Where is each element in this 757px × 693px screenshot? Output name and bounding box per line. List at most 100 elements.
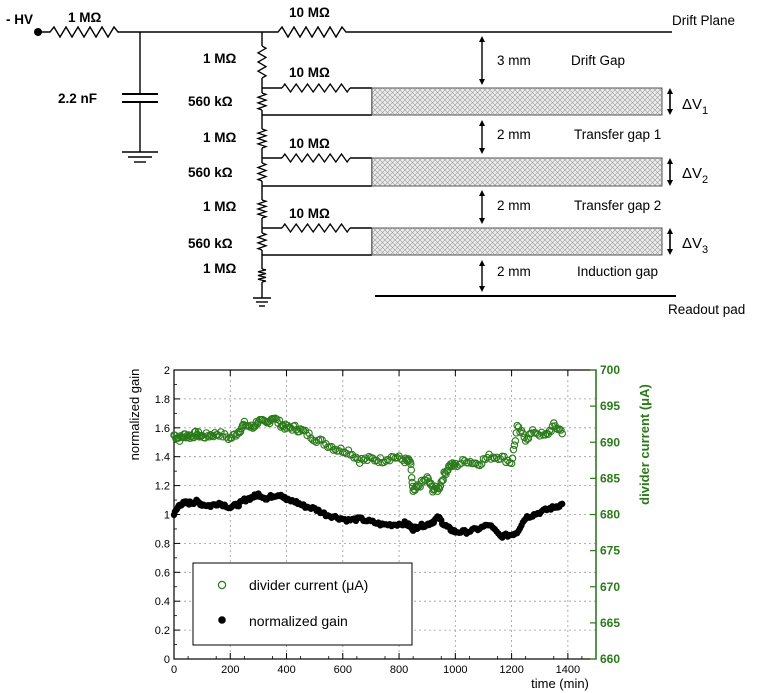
current-point (298, 425, 306, 434)
y-tick-label-left: 0 (164, 654, 170, 666)
current-point (558, 429, 566, 438)
current-point (374, 458, 383, 467)
current-point (557, 426, 565, 434)
gem-resistor (281, 152, 351, 164)
gem-foil (371, 87, 663, 116)
y-tick-label-right: 675 (600, 544, 620, 558)
chain-resistor (255, 199, 269, 219)
gap-name: Induction gap (577, 264, 658, 279)
gap-name: Transfer gap 1 (574, 127, 661, 142)
current-point (460, 457, 469, 465)
y-tick-label-right: 690 (600, 435, 620, 449)
current-point (541, 431, 550, 439)
y-axis-label-left: normalized gain (127, 369, 142, 461)
current-point (449, 461, 458, 469)
gap-name: Transfer gap 2 (574, 198, 661, 213)
gem-foil (371, 227, 663, 256)
divider-chain: 1 MΩ 560 kΩ 1 MΩ 560 kΩ 1 MΩ 560 kΩ 1 MΩ (188, 32, 271, 307)
current-point (414, 481, 422, 489)
gem-foil (371, 157, 663, 187)
current-point (509, 445, 518, 454)
dv-label: ΔV3 (682, 235, 708, 256)
current-point (359, 456, 368, 464)
current-point (412, 482, 420, 491)
current-point (417, 476, 426, 485)
current-point (382, 457, 390, 465)
gain-current-chart: 0 200 400 600 800 1000 1200 1400 0 0.2 0.4 0.6 0.8 1 1… (127, 363, 652, 691)
y-tick-label-left: 0.2 (155, 625, 170, 637)
y-tick-label-left: 1 (164, 510, 170, 522)
current-point (354, 455, 362, 463)
y-tick-label-left: 2 (164, 365, 170, 377)
current-point (442, 470, 450, 479)
chain-resistor-label: 1 MΩ (203, 199, 237, 214)
current-point (472, 459, 480, 468)
chain-resistor (257, 268, 267, 283)
y-tick-label-right: 695 (600, 399, 620, 413)
gem-resistor-label: 10 MΩ (289, 65, 330, 80)
chain-resistor-label: 560 kΩ (188, 165, 233, 180)
hv-label: - HV (6, 12, 33, 27)
x-tick-label: 400 (277, 664, 295, 676)
current-point (222, 433, 231, 441)
gem-resistor (281, 222, 351, 234)
current-point (438, 476, 446, 485)
y-tick-label-right: 670 (600, 580, 620, 594)
current-point (477, 460, 486, 468)
input-resistor-label: 1 MΩ (68, 10, 102, 25)
chain-resistor-label: 1 MΩ (203, 261, 237, 276)
current-point (407, 474, 416, 482)
y-tick-label-right: 680 (600, 508, 620, 522)
current-point (519, 429, 527, 438)
y-tick-label-left: 0.8 (155, 538, 170, 550)
dv-label: ΔV2 (682, 165, 708, 186)
current-point (217, 428, 225, 436)
legend-marker-current (217, 580, 227, 590)
chain-resistor (255, 128, 269, 149)
ground-icon (253, 297, 271, 307)
gem-resistor-label: 10 MΩ (289, 136, 330, 151)
gap-distance: 2 mm (497, 198, 531, 213)
gem-foils: 10 MΩ ΔV1 10 MΩ ΔV2 10 MΩ ΔV3 (262, 65, 708, 256)
current-point (464, 459, 473, 467)
current-point (376, 454, 385, 462)
dv-arrowheads (667, 88, 673, 115)
y-tick-label-left: 1.2 (155, 481, 170, 493)
input-resistor (38, 25, 140, 39)
current-point (230, 430, 239, 438)
y-tick-label-right: 660 (600, 652, 620, 666)
legend-label-gain: normalized gain (249, 613, 348, 629)
ground-icon (122, 151, 158, 163)
gem-resistor-label: 10 MΩ (289, 206, 330, 221)
current-point (513, 421, 521, 430)
chain-resistor (256, 45, 268, 79)
current-point (344, 446, 353, 454)
x-tick-label: 200 (221, 664, 239, 676)
x-tick-label: 800 (390, 664, 408, 676)
drift-plane-label: Drift Plane (672, 13, 735, 28)
chain-resistor-label: 1 MΩ (203, 130, 237, 145)
drift-resistor (262, 25, 354, 39)
current-series (170, 414, 566, 496)
current-point (457, 459, 465, 468)
current-point (508, 454, 517, 463)
current-point (510, 441, 519, 449)
current-point (552, 424, 561, 433)
gap-arrowheads (479, 36, 485, 85)
current-point (361, 454, 370, 462)
x-tick-label: 600 (334, 664, 352, 676)
current-point (535, 432, 544, 440)
gap-annotations: 3 mm Drift Gap 2 mm Transfer gap 1 2 mm Trans… (479, 36, 661, 292)
current-point (305, 429, 313, 437)
current-point (405, 456, 414, 465)
current-point (423, 473, 431, 481)
current-point (235, 428, 244, 437)
dv-arrowheads (667, 228, 673, 255)
current-point (407, 460, 415, 468)
x-axis-label: time (min) (531, 676, 589, 691)
y-tick-label-right: 700 (600, 363, 620, 377)
gap-distance: 3 mm (497, 53, 531, 68)
gem-resistor (281, 82, 351, 94)
current-point (502, 458, 510, 467)
